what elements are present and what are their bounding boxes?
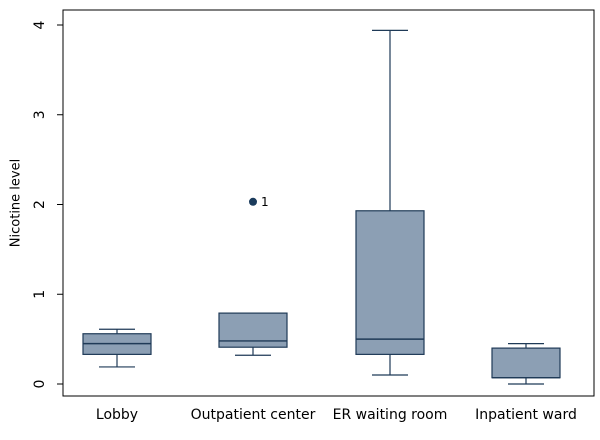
box-iqr xyxy=(218,312,288,348)
x-category-label: ER waiting room xyxy=(333,407,448,423)
y-tick-label: 4 xyxy=(32,20,48,29)
x-category-label: Inpatient ward xyxy=(475,407,577,423)
x-category-label: Outpatient center xyxy=(191,407,316,423)
outlier-point xyxy=(249,197,257,206)
box-lobby xyxy=(82,328,152,368)
y-tick-label: 0 xyxy=(32,380,48,389)
y-tick-label: 2 xyxy=(32,200,48,209)
plot-frame xyxy=(62,9,595,397)
box-inpatient-ward xyxy=(491,343,561,385)
y-tick-label: 1 xyxy=(32,290,48,299)
box-er-waiting-room xyxy=(355,29,425,376)
y-tick-label: 3 xyxy=(32,110,48,119)
box-outpatient-center: 1 xyxy=(218,195,288,356)
box-iqr xyxy=(491,347,561,379)
box-iqr xyxy=(355,210,425,355)
outlier-label: 1 xyxy=(261,195,269,209)
y-axis-label: Nicotine level xyxy=(9,159,24,247)
x-category-label: Lobby xyxy=(96,407,138,423)
